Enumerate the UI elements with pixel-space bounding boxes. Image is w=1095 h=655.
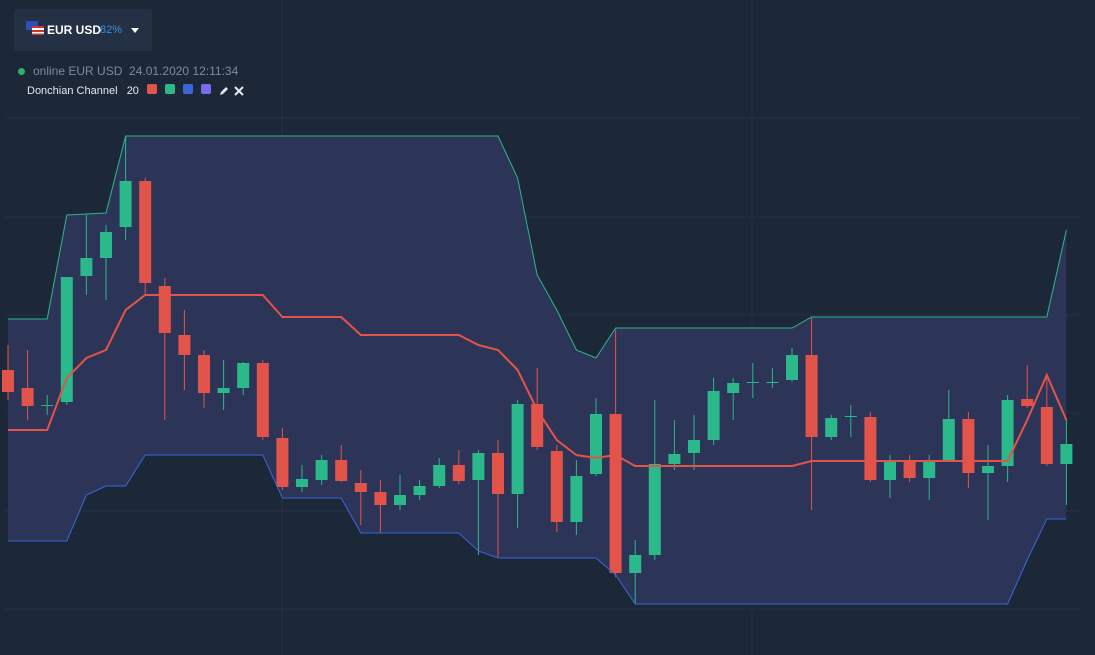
candle-body bbox=[178, 335, 191, 355]
indicator-actions bbox=[219, 85, 244, 96]
candle-body bbox=[139, 181, 152, 283]
status-line: online EUR USD 24.01.2020 12:11:34 bbox=[18, 64, 238, 78]
candle-body bbox=[668, 454, 681, 464]
candle-body bbox=[805, 355, 818, 437]
candle-body bbox=[1001, 400, 1014, 466]
candle-body bbox=[746, 382, 759, 383]
color-swatch[interactable] bbox=[182, 84, 193, 94]
candle-body bbox=[217, 388, 230, 393]
candle-body bbox=[296, 479, 308, 487]
candle-body bbox=[942, 419, 955, 460]
candle-body bbox=[198, 355, 210, 393]
channel-lower bbox=[8, 454, 1067, 605]
candle-body bbox=[982, 466, 994, 473]
timestamp: 24.01.2020 12:11:34 bbox=[129, 64, 239, 78]
candle-body bbox=[472, 453, 485, 480]
symbol-selector[interactable]: EUR USD 82% bbox=[14, 9, 152, 51]
candle-body bbox=[766, 382, 779, 383]
color-swatch[interactable] bbox=[200, 84, 211, 94]
candle-body bbox=[80, 258, 93, 276]
payout: 82% bbox=[100, 24, 123, 36]
candle-body bbox=[413, 486, 426, 495]
candle-body bbox=[21, 388, 34, 406]
candle-body bbox=[727, 383, 740, 393]
candle-body bbox=[1040, 407, 1053, 464]
flag-icon bbox=[26, 21, 44, 35]
online-dot bbox=[18, 68, 25, 76]
candle-body bbox=[609, 414, 622, 573]
candle-body bbox=[256, 363, 269, 437]
candle-body bbox=[354, 483, 367, 492]
indicator-period: 20 bbox=[126, 84, 139, 97]
candle-body bbox=[825, 418, 838, 437]
candle-body bbox=[648, 464, 661, 555]
candle-body bbox=[41, 405, 54, 406]
candle-body bbox=[903, 460, 916, 478]
candle-body bbox=[60, 277, 73, 402]
candle-body bbox=[923, 462, 936, 478]
color-swatch[interactable] bbox=[164, 84, 175, 94]
candle-body bbox=[864, 417, 877, 480]
candle-body bbox=[629, 555, 642, 573]
candle-body bbox=[786, 355, 798, 380]
color-swatch[interactable] bbox=[146, 84, 157, 94]
channel-middle bbox=[8, 294, 1068, 467]
candle-body bbox=[452, 465, 465, 481]
candle-body bbox=[570, 476, 583, 522]
indicator-line: Donchian Channel 20 bbox=[27, 84, 247, 97]
candle-body bbox=[962, 419, 975, 473]
candle-body bbox=[1021, 399, 1034, 406]
candle-body bbox=[550, 451, 563, 522]
candle-body bbox=[158, 286, 171, 333]
channel-upper bbox=[8, 135, 1067, 359]
candle-body bbox=[433, 465, 446, 486]
candle-body bbox=[335, 460, 348, 481]
symbol: EUR USD bbox=[47, 23, 102, 37]
edit-icon[interactable] bbox=[219, 86, 228, 95]
status: online EUR USD bbox=[33, 64, 123, 78]
candle-body bbox=[237, 363, 250, 388]
candle-body bbox=[590, 414, 602, 474]
indicator-name: Donchian Channel bbox=[27, 84, 118, 97]
candle-body bbox=[492, 453, 504, 494]
close-icon[interactable] bbox=[234, 85, 244, 96]
candle-body bbox=[119, 181, 132, 227]
candle-body bbox=[707, 391, 720, 440]
candle-body bbox=[1060, 444, 1073, 464]
candle-body bbox=[844, 416, 857, 417]
candle-body bbox=[511, 404, 524, 494]
indicator-colors bbox=[139, 84, 211, 97]
candle-body bbox=[688, 440, 700, 453]
candle-body bbox=[100, 232, 112, 258]
candle-body bbox=[884, 460, 896, 480]
candle-body bbox=[2, 370, 14, 392]
candle-body bbox=[374, 492, 387, 505]
candle-body bbox=[276, 438, 289, 487]
candle-body bbox=[394, 495, 406, 505]
candle-body bbox=[315, 460, 328, 480]
dropdown-caret[interactable] bbox=[131, 28, 139, 33]
